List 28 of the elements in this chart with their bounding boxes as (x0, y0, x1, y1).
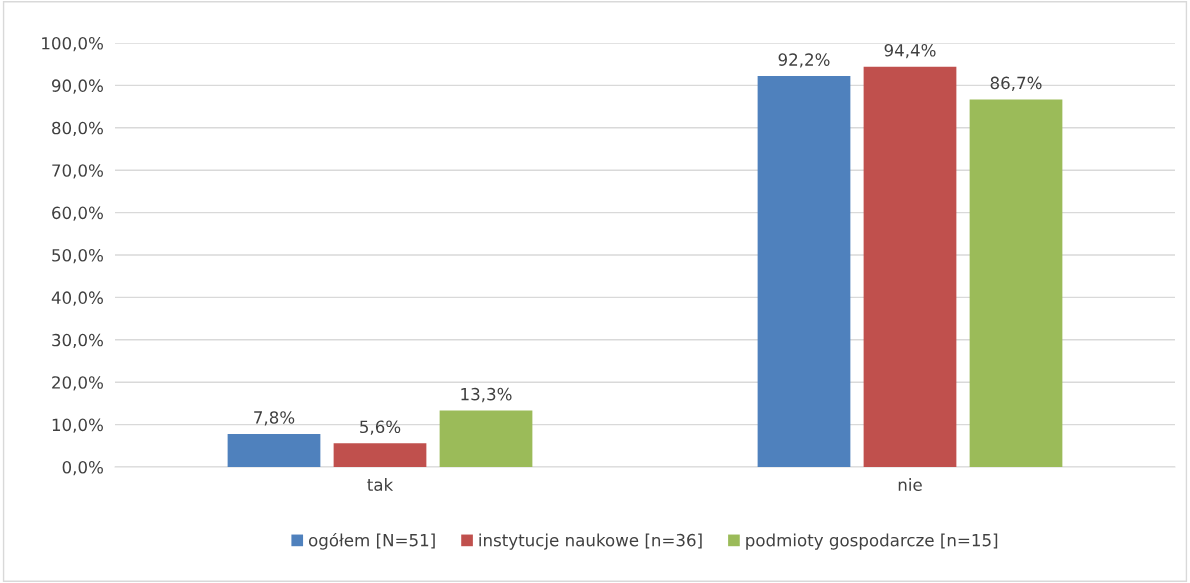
data-label: 7,8% (254, 411, 295, 426)
legend-label: ogółem [N=51] (308, 532, 435, 550)
y-tick-label: 80,0% (52, 121, 103, 137)
y-tick-label: 20,0% (52, 376, 103, 391)
bar (439, 410, 533, 467)
y-tick-label: 40,0% (51, 291, 103, 306)
y-tick-label: 90,0% (51, 79, 103, 94)
data-label: 86,7% (990, 76, 1042, 91)
data-label: 94,4% (884, 43, 936, 59)
data-label: 5,6% (360, 420, 401, 435)
y-tick-label: 50,0% (52, 248, 103, 264)
bar (227, 433, 321, 467)
y-tick-label: 100,0% (42, 36, 103, 52)
x-tick-label: tak (367, 478, 394, 492)
data-label: 92,2% (778, 53, 830, 68)
legend-label: podmioty gospodarcze [n=15] (746, 533, 998, 550)
data-label: 13,3% (461, 387, 512, 403)
y-tick-label: 10,0% (52, 418, 103, 433)
y-tick-label: 30,0% (52, 333, 103, 349)
legend-label: instytucje naukowe [n=36] (479, 533, 702, 550)
y-tick-label: 70,0% (52, 164, 103, 179)
y-tick-label: 60,0% (52, 206, 103, 221)
bar (969, 99, 1063, 467)
bar (333, 443, 427, 467)
x-tick-label: nie (898, 478, 922, 492)
bar (757, 76, 851, 467)
y-tick-label: 0,0% (62, 460, 103, 476)
bar (863, 66, 957, 467)
